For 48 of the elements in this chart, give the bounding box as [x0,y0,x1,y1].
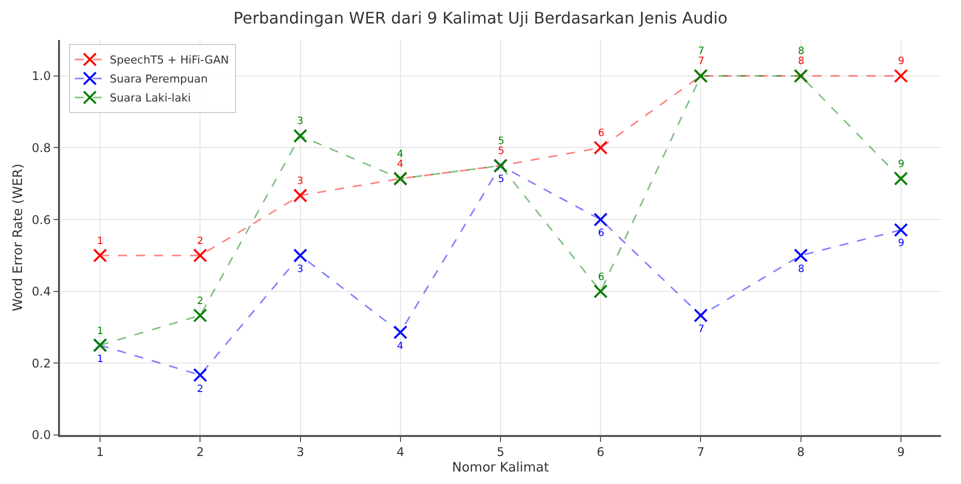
annotation: 3 [297,176,304,187]
annotation: 8 [798,56,804,67]
annotation: 4 [397,159,404,170]
annotation: 2 [197,384,204,395]
x-tick-label: 8 [797,445,805,460]
x-tick-label: 9 [897,445,905,460]
annotation: 7 [698,46,704,57]
annotation: 5 [498,136,504,147]
x-tick-label: 4 [396,445,404,460]
annotation: 1 [97,236,104,247]
x-tick-label: 1 [96,445,104,460]
annotation: 7 [698,324,704,335]
chart-title: Perbandingan WER dari 9 Kalimat Uji Berdasarkan Jenis Audio [233,8,728,28]
annotation: 6 [598,228,604,239]
annotation: 4 [397,341,404,352]
annotation: 3 [297,264,304,275]
annotation: 5 [498,146,504,157]
y-tick-label: 0.2 [32,356,51,370]
x-axis-title: Nomor Kalimat [452,460,549,476]
y-tick-label: 1.0 [32,69,51,84]
y-tick-label: 0.6 [32,212,51,227]
y-axis-title: Word Error Rate (WER) [11,164,26,312]
annotation: 6 [598,272,604,283]
x-tick-label: 2 [196,445,204,460]
annotation: 8 [798,46,804,57]
annotation: 7 [698,56,704,67]
y-tick-label: 0.0 [32,428,51,442]
x-tick-label: 6 [596,445,604,460]
annotation: 6 [598,128,604,139]
y-tick-label: 0.8 [32,140,51,155]
annotation: 8 [798,264,804,275]
x-tick-label: 7 [696,445,705,460]
legend-label: Suara Laki-laki [110,92,191,105]
annotation: 1 [97,354,104,365]
x-tick-label: 5 [496,445,504,460]
legend-label: Suara Perempuan [110,72,208,86]
y-tick-label: 0.4 [32,284,51,299]
annotation: 9 [898,159,904,170]
annotation: 9 [898,56,904,67]
annotation: 1 [97,326,104,337]
annotation: 4 [397,149,404,160]
annotation: 2 [197,236,204,247]
annotation: 9 [898,238,904,249]
annotation: 5 [498,174,504,185]
legend-label: SpeechT5 + HiFi-GAN [110,54,229,67]
annotation: 3 [297,116,304,127]
annotation: 2 [197,296,204,307]
x-tick-label: 3 [296,445,304,460]
